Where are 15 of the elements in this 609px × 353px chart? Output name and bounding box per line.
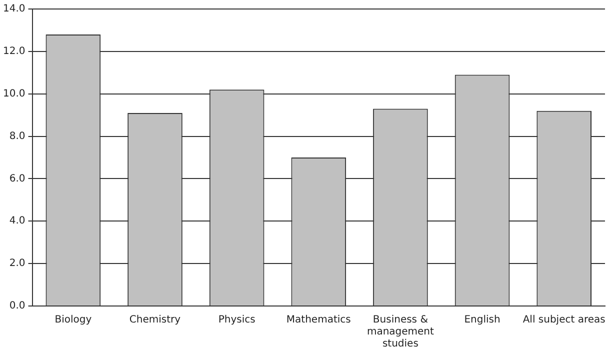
x-tick-label: All subject areas [522,314,606,326]
y-tick-label: 0.0 [9,300,26,312]
y-tick-label: 14.0 [3,4,26,15]
y-tick-label: 10.0 [3,88,26,100]
x-tick-label: English [464,314,500,326]
x-tick-label: Chemistry [129,314,181,326]
x-tick-label: Physics [218,314,256,326]
y-tick-label: 8.0 [9,130,26,142]
y-tick-label: 6.0 [9,173,26,184]
y-tick-label: 12.0 [3,46,26,58]
y-tick-label: 2.0 [9,258,26,270]
x-tick-label: Mathematics [286,314,351,326]
y-tick-label: 4.0 [9,216,26,227]
x-tick-label: Biology [54,314,92,326]
x-tick-label: Business & management studies [366,314,434,350]
